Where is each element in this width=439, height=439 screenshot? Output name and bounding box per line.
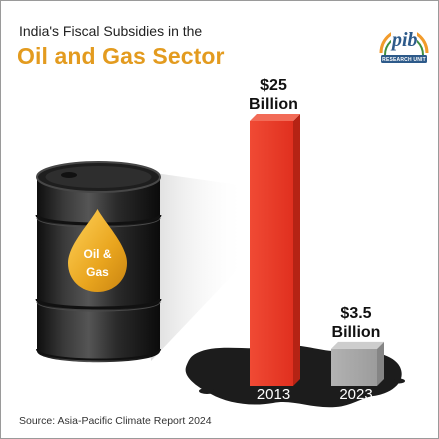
bar-side-2013 — [293, 114, 300, 386]
bar-side-2023 — [377, 341, 384, 386]
bar-top-2013 — [250, 114, 300, 121]
oil-puddle-drip — [199, 388, 215, 394]
pib-logo-text: pib — [390, 29, 418, 51]
oil-puddle-drip — [393, 378, 405, 384]
bar-value-unit-2013: Billion — [249, 96, 298, 113]
oil-drum: Oil & Gas — [35, 161, 162, 363]
source-note: Source: Asia-Pacific Climate Report 2024 — [19, 415, 212, 427]
drum-shadow — [141, 171, 246, 361]
drum-label-line1: Oil & — [83, 247, 111, 261]
pib-logo: pib RESEARCH UNIT — [379, 21, 429, 63]
chart-subtitle: India's Fiscal Subsidies in the — [19, 23, 203, 39]
bar-series: $25 Billion 2013 $3.5 Billion 2023 — [249, 77, 384, 403]
bar-value-label-2023: $3.5 — [340, 305, 371, 322]
oil-drop-icon — [68, 209, 127, 292]
x-tick-label-2023: 2023 — [339, 386, 372, 403]
bar-value-unit-2023: Billion — [332, 324, 381, 341]
chart-title: Oil and Gas Sector — [17, 43, 225, 69]
bar-top-2023 — [331, 341, 384, 349]
bar-value-label-2013: $25 — [260, 77, 287, 94]
bar-2023 — [331, 348, 377, 386]
bar-2013 — [250, 121, 293, 386]
x-tick-label-2013: 2013 — [257, 386, 290, 403]
drum-label-line2: Gas — [86, 265, 109, 279]
pib-logo-subtext: RESEARCH UNIT — [382, 57, 426, 63]
